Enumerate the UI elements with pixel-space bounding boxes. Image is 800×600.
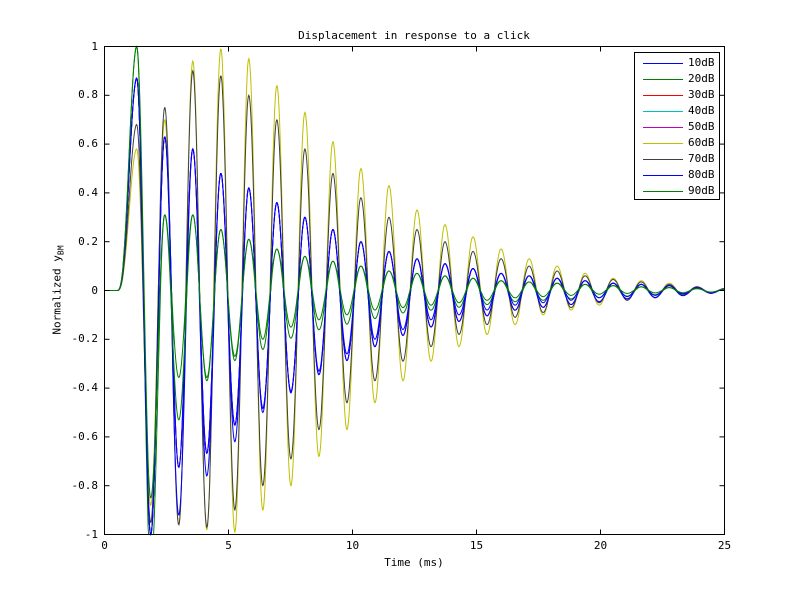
series-line-70dB <box>104 69 725 529</box>
chart-title: Displacement in response to a click <box>298 29 530 42</box>
legend-label: 40dB <box>688 104 715 117</box>
tick-marks <box>104 46 725 535</box>
series-line-20dB <box>104 45 725 499</box>
legend-item: 70dB <box>635 152 719 168</box>
legend-label: 80dB <box>688 168 715 181</box>
y-tick-label: 0.6 <box>78 137 98 151</box>
y-tick-label: -0.4 <box>71 381 99 395</box>
x-tick-label: 20 <box>593 539 608 552</box>
x-tick-label: 15 <box>469 539 484 552</box>
y-tick-label: 0.8 <box>78 88 98 102</box>
series-line-10dB <box>104 77 725 536</box>
legend-item: 50dB <box>635 120 719 136</box>
legend-swatch <box>643 63 683 64</box>
series-layer <box>104 45 725 536</box>
series-line-50dB <box>104 77 725 536</box>
legend-item: 30dB <box>635 88 719 104</box>
legend-item: 40dB <box>635 104 719 120</box>
axes-box <box>104 46 725 535</box>
x-tick-label: 0 <box>101 539 108 552</box>
legend-label: 70dB <box>688 152 715 165</box>
x-tick-label: 10 <box>345 539 360 552</box>
series-line-80dB <box>104 77 725 536</box>
legend-swatch <box>643 79 683 80</box>
legend-swatch <box>643 111 683 112</box>
legend-label: 30dB <box>688 88 715 101</box>
x-axis-label: Time (ms) <box>384 556 444 569</box>
legend-swatch <box>643 159 683 160</box>
legend-item: 10dB <box>635 56 719 72</box>
legend-swatch <box>643 127 683 128</box>
y-tick-label: 0.4 <box>78 185 98 199</box>
series-line-30dB <box>104 77 725 536</box>
y-tick-label: 1 <box>91 39 98 53</box>
legend-swatch <box>643 191 683 192</box>
legend-item: 60dB <box>635 136 719 152</box>
legend-label: 90dB <box>688 184 715 197</box>
series-line-90dB <box>104 45 725 535</box>
series-line-40dB <box>104 77 725 536</box>
y-axis-label: Normalized yBM <box>50 245 66 335</box>
legend-item: 20dB <box>635 72 719 88</box>
x-tick-label: 25 <box>717 539 732 552</box>
legend-swatch <box>643 143 683 144</box>
legend-label: 10dB <box>688 56 715 69</box>
legend-label: 60dB <box>688 136 715 149</box>
y-tick-label: 0.2 <box>78 234 98 248</box>
y-tick-label: -0.2 <box>71 332 99 346</box>
legend-item: 90dB <box>635 184 719 200</box>
y-tick-label: -1 <box>84 527 98 541</box>
legend-label: 20dB <box>688 72 715 85</box>
legend-item: 80dB <box>635 168 719 184</box>
legend-swatch <box>643 175 683 176</box>
y-tick-label: 0 <box>91 283 98 297</box>
series-line-60dB <box>104 48 725 534</box>
legend-label: 50dB <box>688 120 715 133</box>
x-tick-label: 5 <box>225 539 232 552</box>
y-tick-label: -0.6 <box>71 429 99 443</box>
legend: 10dB 20dB 30dB 40dB 50dB 60dB 70dB 80dB 90dB <box>634 52 720 200</box>
legend-swatch <box>643 95 683 96</box>
y-tick-label: -0.8 <box>71 478 99 492</box>
